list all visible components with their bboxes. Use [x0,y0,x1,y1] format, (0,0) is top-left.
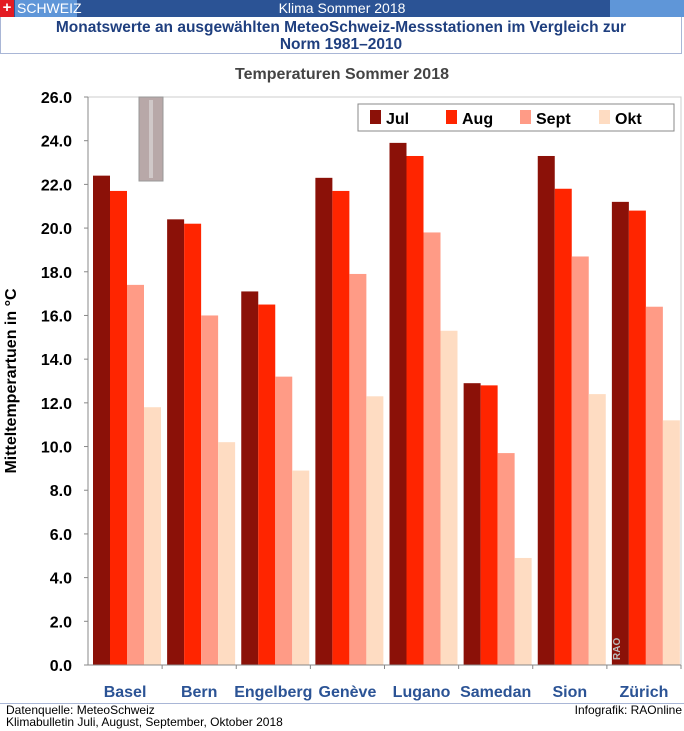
bar-jul-basel [93,175,110,665]
legend-swatch-okt [599,110,610,124]
bar-okt-samedan [514,557,532,665]
bar-okt-basel [144,407,161,665]
y-tick-label: 0.0 [50,658,72,675]
bar-sept-zürich [645,306,663,665]
bar-sept-lugano [423,232,441,665]
bar-jul-lugano [389,142,407,665]
y-tick-label: 26.0 [41,90,72,107]
x-tick-label: Basel [104,684,147,701]
subtitle-line-1: Monatswerte an ausgewählten MeteoSchweiz… [55,19,627,36]
legend-swatch-aug [446,110,457,124]
swiss-flag-icon: + [0,0,14,17]
legend-swatch-sept [520,110,531,124]
bar-aug-engelberg [258,304,276,665]
y-tick-label: 24.0 [41,134,72,151]
legend-label-aug: Aug [462,111,493,128]
bar-sept-basel [127,284,144,665]
bar-aug-sion [554,188,572,665]
footer-source: Datenquelle: MeteoSchweiz [6,703,155,717]
bar-aug-zürich [628,210,646,665]
subtitle-line-2: Norm 1981–2010 [279,36,403,53]
brand-label: SCHWEIZ [15,0,82,17]
subtitle: Monatswerte an ausgewählten MeteoSchweiz… [0,17,682,54]
y-tick-label: 22.0 [41,177,72,194]
bar-aug-genève [332,190,350,665]
bar-jul-bern [167,219,185,666]
bar-okt-sion [588,394,606,665]
legend-label-jul: Jul [386,111,409,128]
legend [357,103,675,132]
bar-aug-bern [184,223,202,665]
x-tick-label: Genève [319,684,377,701]
x-tick-label: Engelberg [234,684,312,701]
legend-label-sept: Sept [536,111,571,128]
y-tick-label: 4.0 [50,571,72,588]
top-title: Klima Sommer 2018 [278,0,406,16]
bar-jul-genève [315,177,333,666]
bar-okt-lugano [440,330,458,665]
bar-okt-bern [218,442,236,665]
top-bar: Klima Sommer 2018 + SCHWEIZ [0,0,684,17]
watermark-text: RAO [612,638,623,660]
y-axis-label: Mitteltemperartuen in °C [3,288,20,474]
y-tick-label: 16.0 [41,308,72,325]
bar-okt-zürich [662,420,680,665]
bar-okt-genève [366,396,384,665]
bar-jul-zürich [611,201,629,665]
x-tick-label: Sion [552,684,587,701]
bar-aug-lugano [406,155,424,665]
x-tick-label: Samedan [460,684,531,701]
x-tick-label: Zürich [619,684,668,701]
y-tick-label: 20.0 [41,221,72,238]
y-tick-label: 8.0 [50,483,72,500]
legend-swatch-jul [370,110,381,124]
bar-jul-sion [537,155,555,665]
bar-sept-sion [571,256,589,665]
bar-jul-engelberg [241,291,259,665]
legend-label-okt: Okt [615,111,642,128]
bar-aug-basel [110,190,127,665]
x-tick-label: Bern [181,684,217,701]
y-tick-label: 6.0 [50,527,72,544]
y-tick-label: 14.0 [41,352,72,369]
footer-credit: Infografik: RAOnline [574,703,682,717]
bar-aug-samedan [480,385,498,665]
bar-sept-genève [349,273,367,665]
footer-divider [0,703,684,704]
bar-sept-bern [201,315,219,665]
y-tick-label: 18.0 [41,265,72,282]
chart-title: Temperaturen Sommer 2018 [234,66,449,83]
x-tick-label: Lugano [393,684,451,701]
y-tick-label: 10.0 [41,440,72,457]
footer-bulletin: Klimabulletin Juli, August, September, O… [6,715,283,729]
y-tick-label: 12.0 [41,396,72,413]
thermometer-tube [149,100,153,178]
bar-okt-engelberg [292,470,310,665]
bar-sept-engelberg [275,376,293,665]
y-tick-label: 2.0 [50,614,72,631]
top-bar-accent [610,0,684,17]
bar-jul-samedan [463,383,481,665]
bar-sept-samedan [497,453,515,665]
